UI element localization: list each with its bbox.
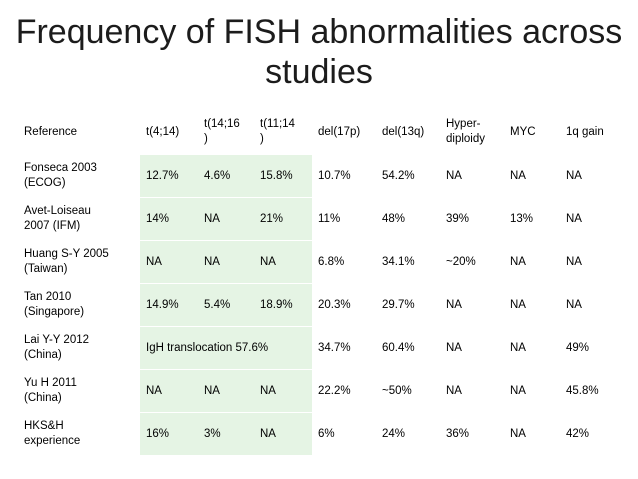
value-cell: 15.8%	[254, 154, 312, 198]
value-cell: 39%	[440, 197, 504, 241]
header-del17p: del(17p)	[312, 109, 376, 155]
value-cell: 22.2%	[312, 369, 376, 413]
value-cell: NA	[560, 154, 620, 198]
value-cell: 20.3%	[312, 283, 376, 327]
value-cell: NA	[504, 412, 560, 455]
header-del13q: del(13q)	[376, 109, 440, 155]
value-cell: NA	[440, 326, 504, 370]
value-cell: NA	[198, 240, 254, 284]
table-row: HKS&H experience 16% 3% NA 6% 24% 36% NA 42%	[18, 412, 620, 455]
value-cell: NA	[198, 369, 254, 413]
value-cell: ~20%	[440, 240, 504, 284]
header-t1416: t(14;16)	[198, 109, 254, 155]
table-row: Fonseca 2003 (ECOG) 12.7% 4.6% 15.8% 10.7% 54.…	[18, 154, 620, 198]
reference-cell: HKS&H experience	[18, 412, 140, 455]
value-cell: 5.4%	[198, 283, 254, 327]
value-cell: 3%	[198, 412, 254, 455]
value-cell: 12.7%	[140, 154, 198, 198]
value-cell: NA	[560, 197, 620, 241]
value-cell: 42%	[560, 412, 620, 455]
header-t414: t(4;14)	[140, 109, 198, 155]
value-cell: NA	[140, 240, 198, 284]
value-cell: NA	[504, 283, 560, 327]
value-cell: 16%	[140, 412, 198, 455]
fish-frequency-table: Reference t(4;14) t(14;16) t(11;14) del(…	[18, 109, 620, 455]
table-row: Huang S-Y 2005 (Taiwan) NA NA NA 6.8% 34.1% ~20…	[18, 240, 620, 284]
reference-cell: Huang S-Y 2005 (Taiwan)	[18, 240, 140, 284]
merged-translocation-cell: IgH translocation 57.6%	[140, 326, 312, 370]
value-cell: 21%	[254, 197, 312, 241]
value-cell: NA	[254, 240, 312, 284]
value-cell: NA	[504, 240, 560, 284]
value-cell: 54.2%	[376, 154, 440, 198]
value-cell: NA	[560, 283, 620, 327]
header-hyperdiploidy: Hyper-diploidy	[440, 109, 504, 155]
table-row: Lai Y-Y 2012 (China) IgH translocation 57.…	[18, 326, 620, 370]
value-cell: NA	[440, 369, 504, 413]
value-cell: 29.7%	[376, 283, 440, 327]
value-cell: 10.7%	[312, 154, 376, 198]
value-cell: NA	[254, 369, 312, 413]
value-cell: 11%	[312, 197, 376, 241]
value-cell: NA	[140, 369, 198, 413]
slide-title: Frequency of FISH abnormalities across s…	[15, 13, 623, 91]
value-cell: ~50%	[376, 369, 440, 413]
reference-cell: Yu H 2011 (China)	[18, 369, 140, 413]
reference-cell: Avet-Loiseau 2007 (IFM)	[18, 197, 140, 241]
value-cell: 34.1%	[376, 240, 440, 284]
value-cell: 14%	[140, 197, 198, 241]
value-cell: 6.8%	[312, 240, 376, 284]
value-cell: 4.6%	[198, 154, 254, 198]
value-cell: NA	[440, 154, 504, 198]
header-t1114: t(11;14)	[254, 109, 312, 155]
reference-cell: Tan 2010 (Singapore)	[18, 283, 140, 327]
header-myc: MYC	[504, 109, 560, 155]
value-cell: NA	[254, 412, 312, 455]
value-cell: 13%	[504, 197, 560, 241]
table-header-row: Reference t(4;14) t(14;16) t(11;14) del(…	[18, 109, 620, 155]
header-reference: Reference	[18, 109, 140, 155]
reference-cell: Fonseca 2003 (ECOG)	[18, 154, 140, 198]
value-cell: NA	[504, 154, 560, 198]
value-cell: 36%	[440, 412, 504, 455]
header-1q-gain: 1q gain	[560, 109, 620, 155]
value-cell: 48%	[376, 197, 440, 241]
value-cell: 18.9%	[254, 283, 312, 327]
value-cell: 34.7%	[312, 326, 376, 370]
value-cell: 14.9%	[140, 283, 198, 327]
value-cell: 24%	[376, 412, 440, 455]
table-row: Tan 2010 (Singapore) 14.9% 5.4% 18.9% 20.3% 29…	[18, 283, 620, 327]
value-cell: 45.8%	[560, 369, 620, 413]
table-row: Yu H 2011 (China) NA NA NA 22.2% ~50% NA NA 45.8%	[18, 369, 620, 413]
value-cell: 49%	[560, 326, 620, 370]
reference-cell: Lai Y-Y 2012 (China)	[18, 326, 140, 370]
value-cell: NA	[504, 369, 560, 413]
value-cell: 6%	[312, 412, 376, 455]
value-cell: NA	[504, 326, 560, 370]
table-row: Avet-Loiseau 2007 (IFM) 14% NA 21% 11% 48% 39% 1…	[18, 197, 620, 241]
value-cell: NA	[198, 197, 254, 241]
value-cell: NA	[440, 283, 504, 327]
value-cell: 60.4%	[376, 326, 440, 370]
value-cell: NA	[560, 240, 620, 284]
